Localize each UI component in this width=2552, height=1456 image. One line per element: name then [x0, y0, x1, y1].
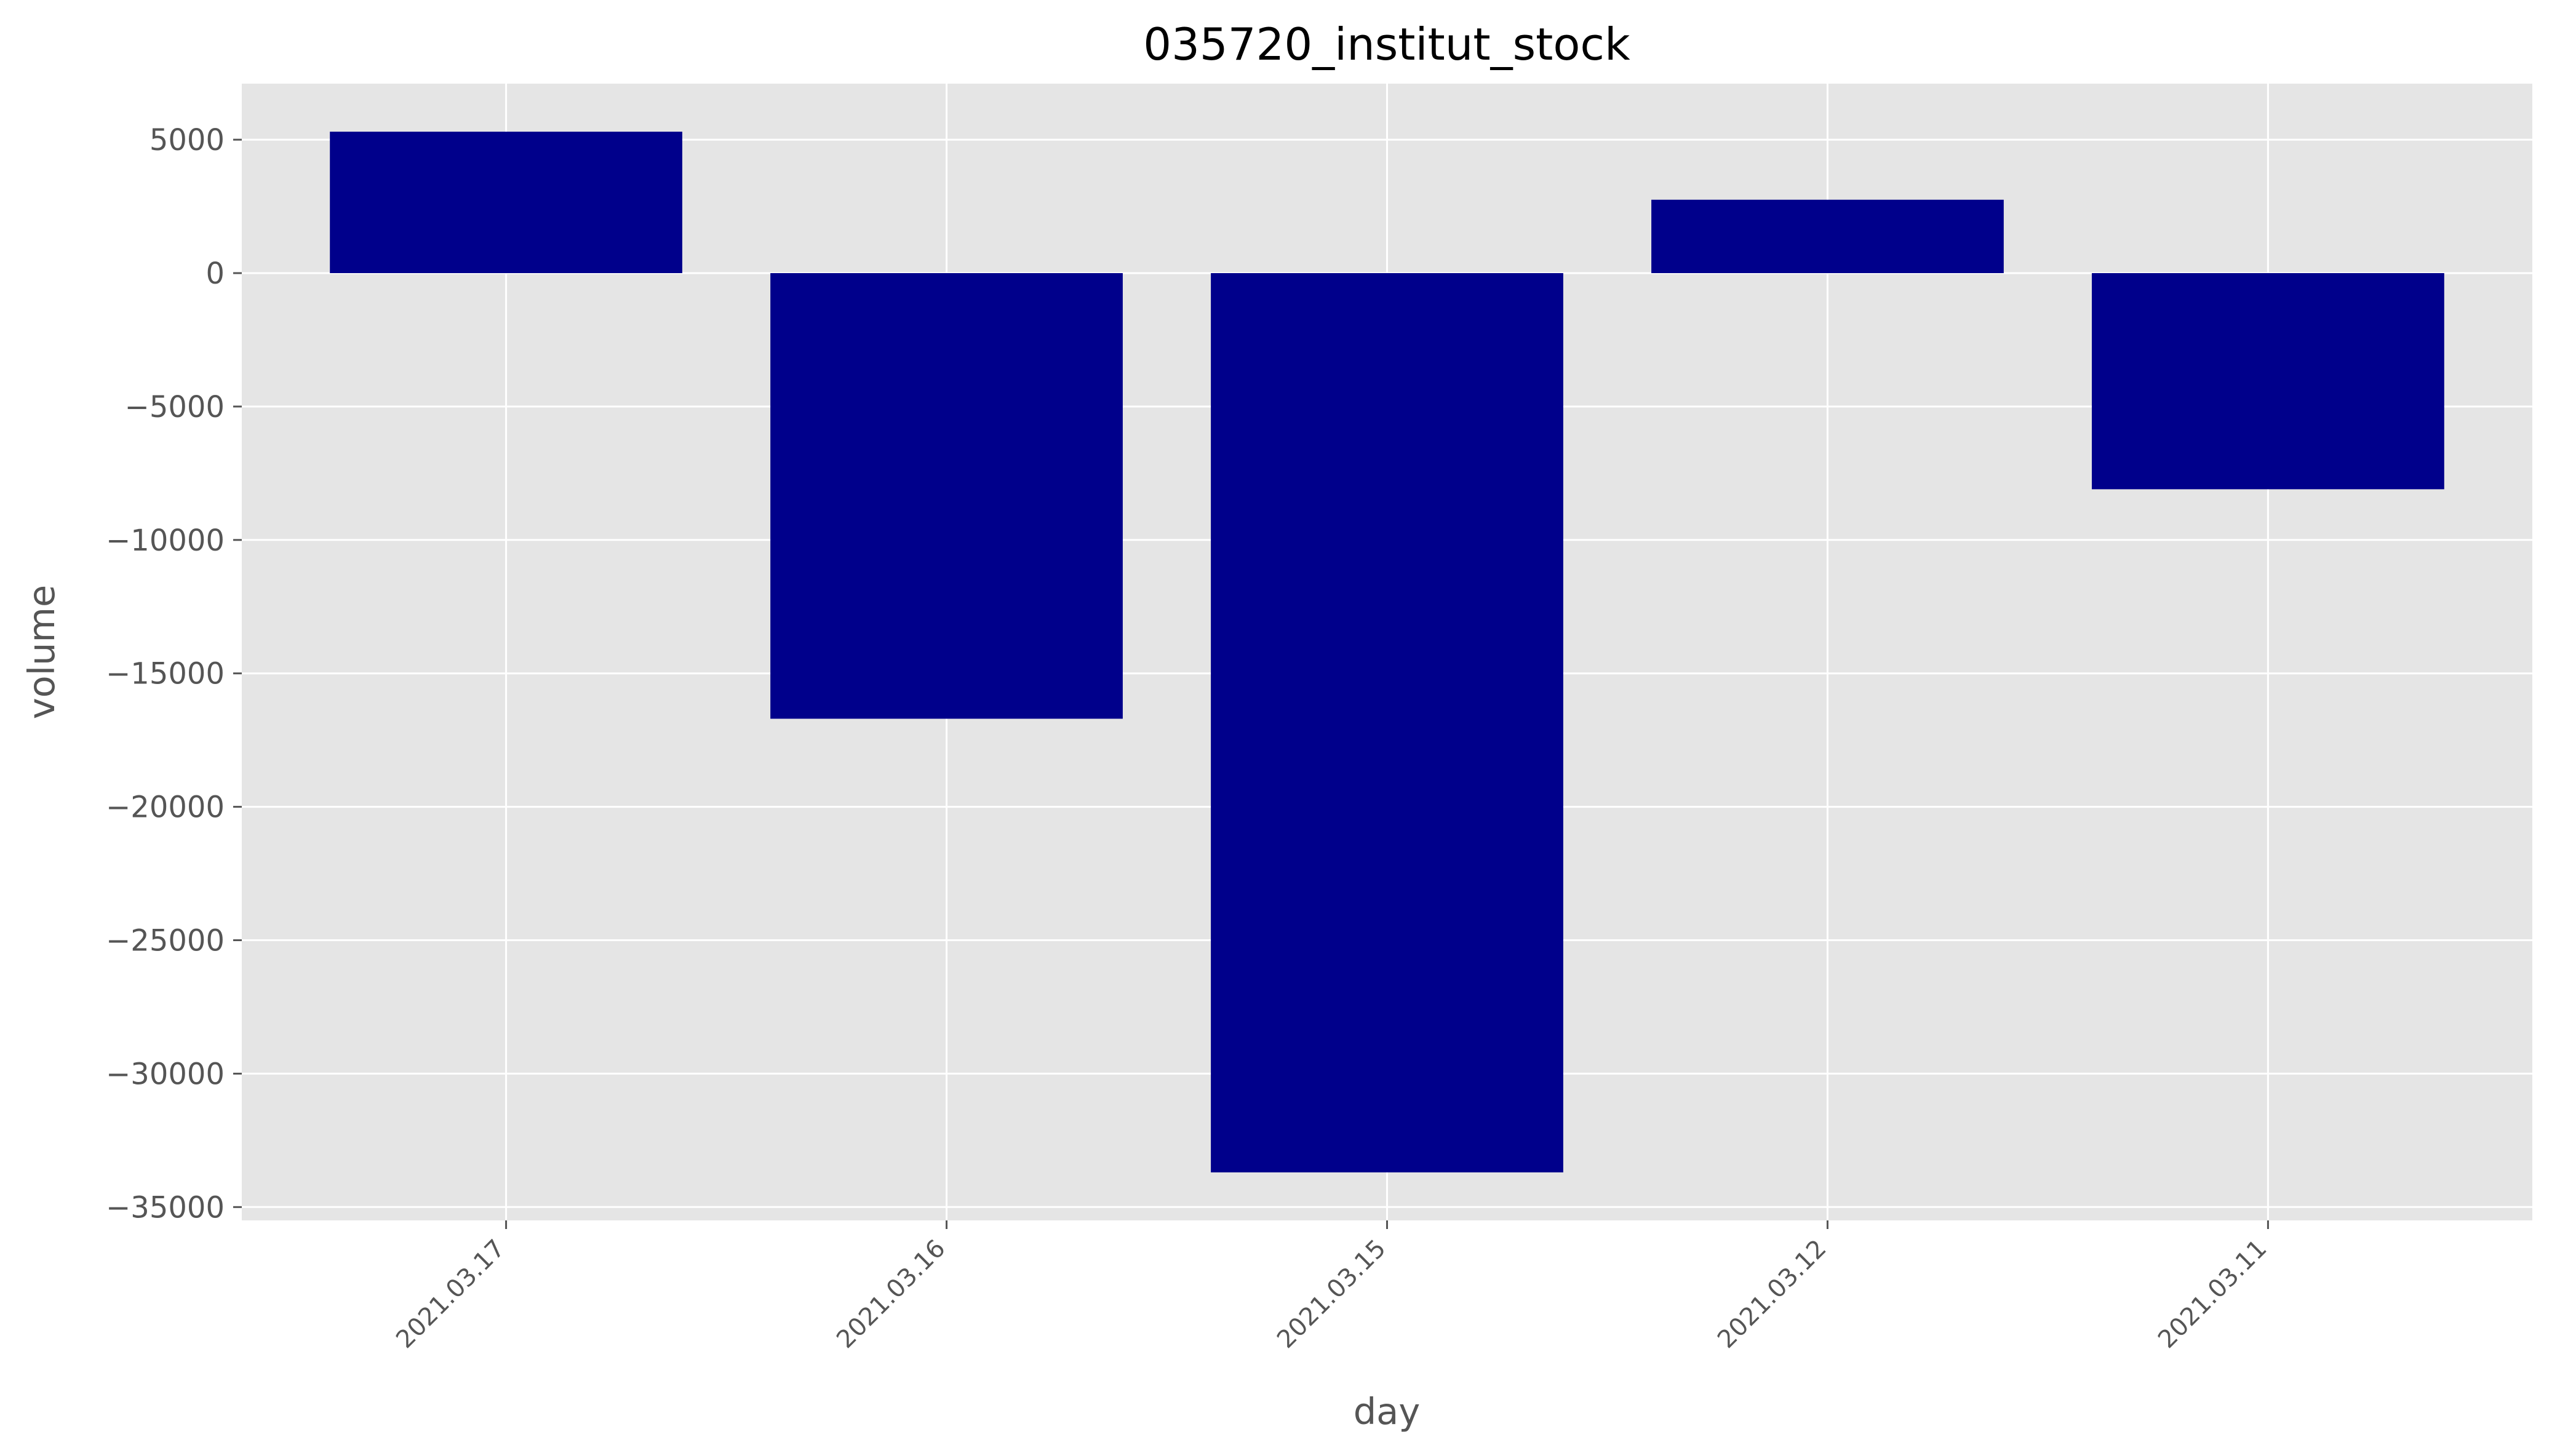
x-axis-label: day [1354, 1390, 1421, 1433]
bar [2092, 273, 2444, 490]
y-tick-label: −30000 [106, 1057, 225, 1091]
y-tick-label: −20000 [106, 790, 225, 825]
y-tick-label: −5000 [125, 390, 225, 424]
bar [1651, 199, 2004, 273]
chart-title: 035720_institut_stock [1143, 18, 1630, 70]
y-tick-label: −10000 [106, 523, 225, 558]
x-tick-label: 2021.03.15 [1272, 1235, 1391, 1354]
y-axis-ticks: 5000 0 −5000 −10000 −15000 −20000 −25000 −30000… [106, 123, 242, 1225]
x-axis-ticks: 2021.03.17 2021.03.16 2021.03.15 2021.03.12… [391, 1220, 2272, 1354]
y-tick-label: −25000 [106, 924, 225, 958]
y-tick-label: −35000 [106, 1190, 225, 1225]
y-tick-label: 0 [205, 257, 225, 291]
x-tick-label: 2021.03.17 [391, 1235, 510, 1354]
bars [330, 132, 2444, 1172]
bar [770, 273, 1123, 719]
bar [1211, 273, 1563, 1172]
x-tick-label: 2021.03.16 [831, 1235, 951, 1354]
x-tick-label: 2021.03.12 [1712, 1235, 1832, 1354]
x-tick-label: 2021.03.11 [2153, 1235, 2272, 1354]
y-tick-label: −15000 [106, 657, 225, 691]
bar [330, 132, 682, 273]
y-axis-label: volume [20, 585, 63, 720]
y-tick-label: 5000 [150, 123, 225, 157]
